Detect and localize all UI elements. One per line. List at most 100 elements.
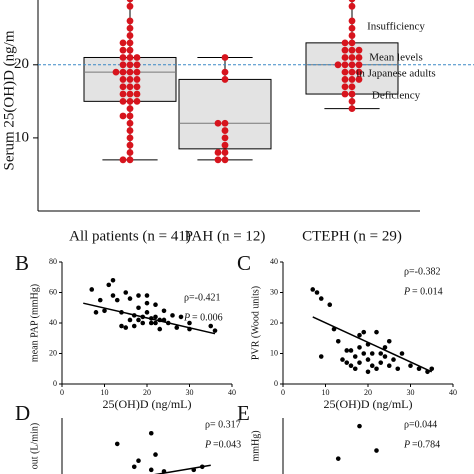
data-point xyxy=(386,339,392,344)
data-point xyxy=(126,134,134,142)
annotation: Mean levels xyxy=(369,52,422,64)
data-point xyxy=(126,76,134,83)
data-point xyxy=(126,46,134,54)
data-point xyxy=(208,323,214,329)
data-point xyxy=(178,314,184,320)
data-point xyxy=(374,329,379,335)
data-point xyxy=(341,39,349,47)
p-label: = 0.006 xyxy=(192,312,223,323)
data-point xyxy=(119,54,127,61)
data-point xyxy=(126,141,134,149)
data-point xyxy=(119,61,127,69)
data-point xyxy=(126,105,134,113)
p-symbol: P xyxy=(204,439,211,450)
data-point xyxy=(140,320,146,326)
data-point xyxy=(126,112,134,120)
x-tick-label: 0 xyxy=(60,388,64,397)
data-point xyxy=(133,61,141,69)
data-point xyxy=(144,300,150,306)
data-point xyxy=(126,24,134,32)
rho-label: ρ= 0.317 xyxy=(205,419,241,430)
data-point xyxy=(361,351,367,356)
data-point xyxy=(395,366,401,372)
data-point xyxy=(340,357,345,362)
data-point xyxy=(126,90,134,98)
y-tick-label: 30 xyxy=(270,287,278,296)
annotation: Insufficiency xyxy=(367,21,425,33)
x-tick-label: 40 xyxy=(449,388,457,397)
data-point xyxy=(212,328,218,333)
data-point xyxy=(93,310,99,315)
data-point xyxy=(126,97,134,105)
data-point xyxy=(357,423,362,429)
data-point xyxy=(348,32,356,39)
data-point xyxy=(334,61,342,69)
data-point xyxy=(386,363,392,369)
data-point xyxy=(382,354,388,359)
data-point xyxy=(136,293,141,298)
data-point xyxy=(341,61,349,69)
y-tick-label: 10 xyxy=(14,129,29,145)
data-point xyxy=(126,61,134,69)
rho-label: ρ=-0.421 xyxy=(184,292,220,303)
data-point xyxy=(136,317,141,323)
data-point xyxy=(133,90,141,98)
panel-label: C xyxy=(237,251,251,275)
data-point xyxy=(341,68,349,76)
data-point xyxy=(382,345,388,350)
panel-label: E xyxy=(237,401,250,425)
y-axis-label: mmHg) xyxy=(250,430,261,461)
data-point xyxy=(131,464,137,470)
data-point xyxy=(119,156,127,164)
data-point xyxy=(119,68,127,76)
data-point xyxy=(148,467,154,473)
y-tick-label: 80 xyxy=(49,257,57,266)
data-point xyxy=(133,68,141,76)
data-point xyxy=(357,332,362,338)
y-tick-label: 20 xyxy=(270,318,278,327)
y-tick-label: 20 xyxy=(14,56,29,72)
data-point xyxy=(136,458,141,464)
data-point xyxy=(153,314,158,320)
data-point xyxy=(153,302,158,308)
data-point xyxy=(123,325,129,330)
panel-label: B xyxy=(15,251,29,275)
data-point xyxy=(114,441,120,447)
data-point xyxy=(148,320,154,326)
data-point xyxy=(170,313,175,318)
data-point xyxy=(335,339,341,344)
rho-label: ρ=0.044 xyxy=(404,419,437,430)
x-tick-label: 30 xyxy=(407,388,415,397)
data-point xyxy=(153,452,158,457)
data-point xyxy=(399,351,405,356)
data-point xyxy=(355,68,363,76)
data-point xyxy=(148,430,154,436)
data-point xyxy=(144,293,150,298)
data-point xyxy=(221,134,229,142)
data-point xyxy=(214,156,222,164)
y-tick-label: 60 xyxy=(49,287,57,296)
data-point xyxy=(355,46,363,54)
data-point xyxy=(355,61,363,69)
data-point xyxy=(341,90,349,98)
y-axis-label: PVR (Wood units) xyxy=(250,286,261,360)
p-symbol: P xyxy=(403,439,410,450)
data-point xyxy=(341,54,349,61)
y-axis-label: mean PAP (mmHg) xyxy=(29,284,40,362)
data-point xyxy=(408,363,413,369)
data-point xyxy=(221,68,229,76)
y-tick-label: 40 xyxy=(270,257,278,266)
data-point xyxy=(365,357,371,362)
data-point xyxy=(126,83,134,91)
data-point xyxy=(318,296,324,301)
category-label: PAH (n = 12) xyxy=(185,228,266,244)
data-point xyxy=(221,156,229,164)
data-point xyxy=(352,354,358,359)
fit-line xyxy=(154,464,211,474)
data-point xyxy=(348,90,356,98)
x-tick-label: 10 xyxy=(322,388,330,397)
data-point xyxy=(161,308,167,314)
data-point xyxy=(310,287,316,292)
data-point xyxy=(126,156,134,164)
